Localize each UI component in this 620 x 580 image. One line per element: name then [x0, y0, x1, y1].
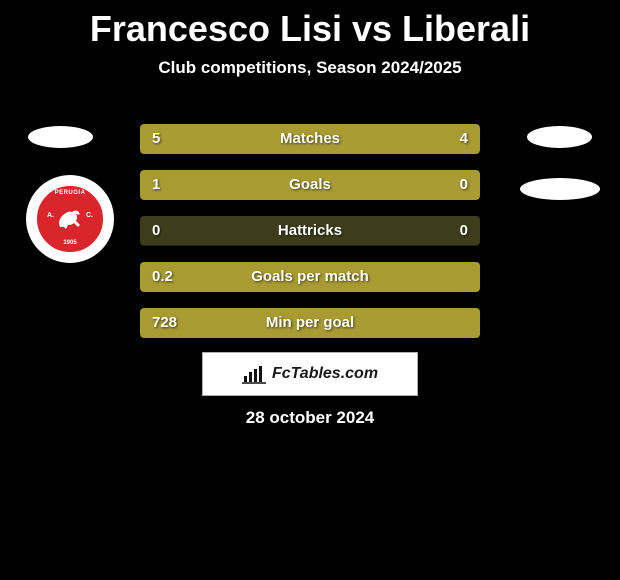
- bar-row: 00Hattricks: [140, 216, 480, 246]
- player2-logo-placeholder-1: [527, 126, 592, 148]
- bar-label: Min per goal: [140, 308, 480, 338]
- player1-logo-placeholder: [28, 126, 93, 148]
- watermark-text: FcTables.com: [272, 365, 378, 383]
- date-label: 28 october 2024: [0, 408, 620, 428]
- bar-label: Hattricks: [140, 216, 480, 246]
- badge-year: 1905: [63, 240, 76, 246]
- bar-row: 10Goals: [140, 170, 480, 200]
- badge-club-name: PERUGIA: [55, 190, 86, 196]
- bar-row: 0.2Goals per match: [140, 262, 480, 292]
- comparison-chart: 54Matches 10Goals 00Hattricks 0.2Goals per …: [140, 124, 480, 354]
- subtitle: Club competitions, Season 2024/2025: [0, 58, 620, 78]
- bar-label: Matches: [140, 124, 480, 154]
- bar-label: Goals per match: [140, 262, 480, 292]
- chart-bars-icon: [242, 364, 266, 384]
- bar-row: 728Min per goal: [140, 308, 480, 338]
- bar-row: 54Matches: [140, 124, 480, 154]
- griffin-icon: [54, 207, 86, 231]
- club-badge: PERUGIA A. C. 1905: [26, 175, 114, 263]
- badge-letter-c: C.: [86, 212, 93, 219]
- club-badge-inner: PERUGIA A. C. 1905: [34, 183, 106, 255]
- watermark: FcTables.com: [202, 352, 418, 396]
- player2-logo-placeholder-2: [520, 178, 600, 200]
- page-title: Francesco Lisi vs Liberali: [0, 0, 620, 50]
- badge-letter-a: A.: [47, 212, 54, 219]
- bar-label: Goals: [140, 170, 480, 200]
